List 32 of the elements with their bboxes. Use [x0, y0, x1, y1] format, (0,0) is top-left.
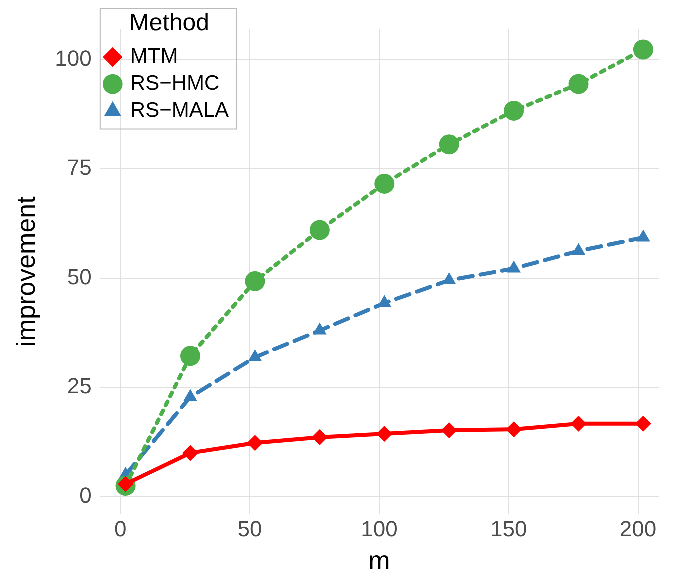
legend-label: MTM — [130, 45, 178, 68]
y-tick-label: 0 — [80, 482, 92, 508]
point — [506, 422, 522, 438]
point — [441, 422, 458, 438]
point — [310, 220, 330, 240]
point — [568, 74, 589, 94]
x-tick-label: 0 — [114, 516, 127, 542]
x-axis-title: m — [368, 546, 390, 576]
point — [633, 40, 654, 60]
point — [182, 445, 198, 462]
legend-label: RS−MALA — [130, 99, 230, 122]
legend-title: Method — [129, 10, 210, 37]
x-tick-label: 200 — [620, 516, 657, 542]
y-tick-label: 50 — [67, 264, 92, 290]
point — [570, 416, 587, 432]
y-tick-label: 75 — [67, 155, 92, 180]
point — [245, 271, 266, 292]
point — [376, 426, 393, 442]
point — [247, 435, 264, 452]
y-tick-label: 100 — [55, 46, 92, 71]
point — [504, 100, 524, 121]
y-tick-label: 25 — [67, 374, 92, 399]
legend-label: RS−HMC — [130, 72, 220, 96]
point — [635, 416, 652, 432]
y-axis-title: improvement — [10, 196, 41, 347]
x-tick-label: 100 — [361, 516, 398, 542]
point — [180, 346, 200, 366]
x-tick-label: 50 — [238, 516, 262, 542]
point — [374, 174, 395, 194]
point — [439, 134, 460, 155]
point — [312, 429, 328, 446]
x-tick-label: 150 — [490, 516, 528, 542]
